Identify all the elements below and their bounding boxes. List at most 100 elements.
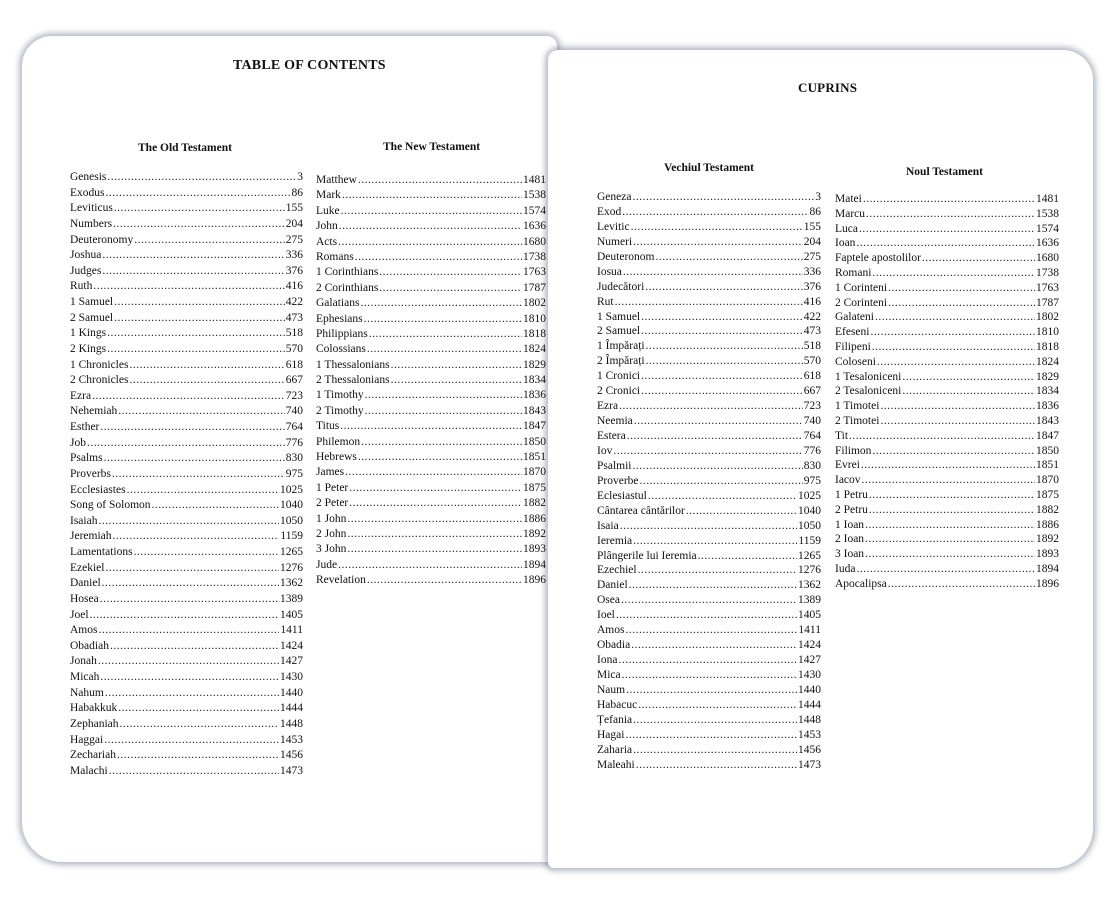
dot-leader	[638, 699, 797, 711]
page-number: 1411	[280, 624, 303, 637]
toc-entry: Eclesiastul 1025	[597, 490, 821, 505]
dot-leader	[888, 282, 1035, 294]
dot-leader	[619, 400, 803, 412]
book-name: Esther	[70, 421, 100, 433]
book-name: Osea	[597, 594, 620, 607]
toc-entry: Zechariah 1456	[70, 749, 303, 765]
page-number: 1843	[523, 404, 546, 417]
page-number: 155	[803, 220, 821, 233]
page-number: 1448	[798, 713, 821, 726]
dot-leader	[645, 281, 802, 293]
toc-entry: 1 Corinthians 1763	[316, 266, 546, 281]
page-number: 1405	[798, 609, 821, 622]
book-name: Zephaniah	[70, 717, 119, 730]
page-number: 1456	[798, 743, 821, 756]
dot-leader	[922, 252, 1035, 264]
dot-leader	[112, 468, 285, 480]
book-name: Deuteronom	[597, 250, 655, 263]
page-number: 518	[285, 327, 303, 340]
book-name: James	[316, 466, 345, 479]
book-name: Revelation	[316, 574, 366, 587]
toc-entry: 1 Timotei 1836	[835, 400, 1059, 415]
page-title-english: TABLE OF CONTENTS	[233, 58, 386, 73]
dot-leader	[633, 744, 797, 756]
dot-leader	[118, 405, 284, 417]
book-name: Joshua	[70, 249, 102, 262]
toc-entry: Nahum 1440	[70, 687, 303, 703]
toc-entry: 1 Timothy 1836	[316, 389, 546, 404]
dot-leader	[618, 654, 797, 666]
page-number: 1824	[1036, 355, 1059, 368]
book-name: Iosua	[597, 265, 622, 278]
page-number: 1574	[523, 204, 546, 217]
book-name: Jonah	[70, 655, 97, 668]
book-name: 2 John	[316, 527, 347, 540]
book-name: Philippians	[316, 327, 368, 340]
book-name: 1 Ioan	[835, 518, 865, 531]
toc-entry: Iona 1427	[597, 654, 821, 669]
dot-leader	[866, 208, 1035, 220]
page-number: 1829	[523, 358, 546, 371]
dot-leader	[347, 543, 522, 555]
page-number: 570	[285, 342, 303, 355]
page-number: 1636	[1036, 237, 1059, 250]
book-name: 1 Kings	[70, 327, 107, 340]
book-name: Philemon	[316, 435, 361, 448]
book-name: Luca	[835, 222, 858, 235]
dot-leader	[865, 548, 1035, 560]
dot-leader	[102, 265, 284, 277]
dot-leader	[358, 174, 522, 186]
book-name: Rut	[597, 295, 614, 308]
dot-leader	[129, 359, 284, 371]
dot-leader	[880, 400, 1035, 412]
dot-leader	[631, 221, 803, 233]
page-number: 1834	[523, 374, 546, 387]
book-name: Faptele apostolilor	[835, 252, 921, 265]
dot-leader	[102, 249, 284, 261]
page-number: 1875	[1036, 488, 1059, 501]
dot-leader	[347, 513, 522, 525]
toc-entry: Job 776	[70, 437, 303, 453]
dot-leader	[107, 327, 285, 339]
dot-leader	[872, 445, 1035, 457]
dot-leader	[902, 385, 1035, 397]
toc-entry: Amos 1411	[597, 624, 821, 639]
page-number: 518	[803, 340, 821, 353]
dot-leader	[107, 343, 285, 355]
book-name: Hosea	[70, 592, 99, 605]
page-number: 1851	[523, 451, 546, 464]
toc-entry: Marcu 1538	[835, 208, 1059, 223]
dot-leader	[105, 687, 279, 699]
dot-leader	[114, 296, 285, 308]
dot-leader	[367, 343, 522, 355]
vechiul-testament-list: Geneza 3 Exod 86 Levitic 155 Numeri 204 Deuteron…	[597, 191, 821, 774]
toc-entry: Colossians 1824	[316, 343, 546, 358]
dot-leader	[870, 326, 1035, 338]
dot-leader	[100, 671, 279, 683]
book-name: Matei	[835, 193, 862, 205]
dot-leader	[620, 520, 797, 532]
toc-entry: Filimon 1850	[835, 445, 1059, 460]
page-number: 3	[815, 191, 821, 203]
dot-leader	[360, 297, 522, 309]
dot-leader	[114, 202, 285, 214]
book-name: Hagai	[597, 728, 625, 741]
book-name: Amos	[597, 624, 625, 637]
dot-leader	[152, 499, 279, 511]
dot-leader	[859, 223, 1035, 235]
toc-entry: Titus 1847	[316, 420, 546, 435]
dot-leader	[875, 311, 1035, 323]
toc-entry: Philemon 1850	[316, 436, 546, 451]
toc-entry: Hebrews 1851	[316, 451, 546, 466]
page-number: 1896	[523, 574, 546, 587]
toc-entry: 2 Chronicles 667	[70, 374, 303, 390]
dot-leader	[379, 282, 522, 294]
book-name: Micah	[70, 671, 100, 683]
book-name: Judecători	[597, 280, 645, 293]
dot-leader	[98, 515, 279, 527]
toc-entry: Numbers 204	[70, 218, 303, 234]
dot-leader	[106, 187, 291, 199]
page-number: 1440	[798, 683, 821, 696]
page-number: 1389	[798, 594, 821, 607]
book-name: Leviticus	[70, 202, 113, 215]
